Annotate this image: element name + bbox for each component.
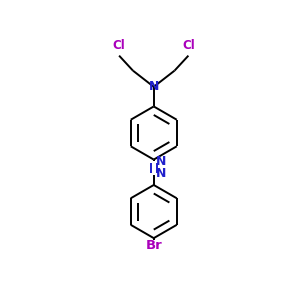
Text: Br: Br [146, 238, 162, 252]
Text: N: N [156, 155, 166, 168]
Text: N: N [156, 167, 166, 180]
Text: N: N [148, 80, 159, 93]
Text: Cl: Cl [113, 39, 125, 52]
Text: Cl: Cl [182, 39, 195, 52]
